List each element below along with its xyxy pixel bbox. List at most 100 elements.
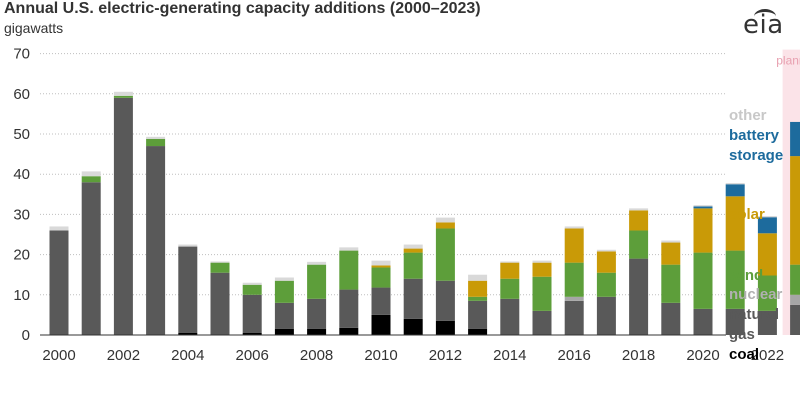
bar-segment-natural-gas-2002 xyxy=(113,97,133,335)
x-tick-label: 2000 xyxy=(42,347,75,364)
bar-segment-wind-2002 xyxy=(113,95,133,98)
bar-segment-other-2005 xyxy=(210,261,230,263)
bar-segment-natural-gas-2016 xyxy=(564,300,584,335)
y-tick-label: 0 xyxy=(22,327,30,344)
bar-segment-wind-2011 xyxy=(403,252,423,279)
bar-segment-natural-gas-2009 xyxy=(339,289,359,328)
bar-segment-natural-gas-2008 xyxy=(307,298,327,329)
x-tick-label: 2022 xyxy=(751,347,784,364)
bar-segment-coal-2004 xyxy=(178,332,198,335)
bar-segment-natural-gas-2017 xyxy=(596,296,616,335)
bar-segment-solar-2014 xyxy=(500,262,520,279)
bar-segment-other-2009 xyxy=(339,247,359,251)
bar-segment-natural-gas-2010 xyxy=(371,287,391,315)
bar-segment-other-2003 xyxy=(146,136,166,139)
bar-segment-coal-2008 xyxy=(307,328,327,335)
legend-label-other: other xyxy=(729,107,767,124)
bar-segment-other-2008 xyxy=(307,261,327,265)
legend-label-natural-gas: gas xyxy=(729,326,755,343)
x-tick-label: 2010 xyxy=(364,347,397,364)
chart-title: Annual U.S. electric-generating capacity… xyxy=(4,0,481,17)
bar-segment-other-2001 xyxy=(81,171,101,177)
bar-segment-wind-2018 xyxy=(629,230,649,259)
bars xyxy=(40,91,800,336)
bar-segment-other-2020 xyxy=(693,205,713,207)
bar-segment-natural-gas-2007 xyxy=(274,302,294,329)
bar-segment-wind-2020 xyxy=(693,252,713,309)
bar-segment-other-2012 xyxy=(435,217,455,223)
bar-segment-natural-gas-2022 xyxy=(757,310,777,335)
bar-segment-solar-2019 xyxy=(661,242,681,265)
x-tick-label: 2002 xyxy=(107,347,140,364)
bar-segment-solar-2017 xyxy=(596,251,616,273)
bar-segment-wind-2003 xyxy=(146,138,166,147)
bar-segment-wind-2010 xyxy=(371,267,391,288)
bar-segment-coal-2010 xyxy=(371,314,391,335)
bar-segment-other-2006 xyxy=(242,282,262,285)
x-tick-label: 2004 xyxy=(171,347,204,364)
bar-segment-natural-gas-2020 xyxy=(693,308,713,335)
bar-segment-wind-2022 xyxy=(757,275,777,311)
bar-segment-natural-gas-2023 xyxy=(790,304,800,335)
x-tick-label: 2012 xyxy=(429,347,462,364)
bar-segment-natural-gas-2019 xyxy=(661,302,681,335)
y-tick-label: 10 xyxy=(13,287,30,304)
bar-segment-natural-gas-2013 xyxy=(468,300,488,329)
bar-segment-solar-2022 xyxy=(757,233,777,276)
x-tick-label: 2006 xyxy=(236,347,269,364)
bar-segment-coal-2012 xyxy=(435,320,455,335)
bar-segment-solar-2018 xyxy=(629,210,649,231)
bar-segment-other-2015 xyxy=(532,260,552,263)
bar-segment-coal-2011 xyxy=(403,318,423,335)
bar-segment-wind-2021 xyxy=(725,250,745,309)
bar-segment-natural-gas-2018 xyxy=(629,258,649,335)
legend-label-battery-storage: battery xyxy=(729,127,780,144)
bar-segment-wind-2019 xyxy=(661,264,681,303)
bar-segment-battery-storage-2023 xyxy=(790,121,800,157)
bar-segment-coal-2013 xyxy=(468,328,488,335)
bar-segment-solar-2016 xyxy=(564,228,584,263)
bar-segment-wind-2008 xyxy=(307,264,327,299)
bar-segment-wind-2009 xyxy=(339,250,359,290)
bar-segment-coal-2006 xyxy=(242,332,262,335)
bar-segment-wind-2012 xyxy=(435,228,455,281)
bar-segment-nuclear-2023 xyxy=(790,294,800,305)
bar-segment-coal-2007 xyxy=(274,328,294,335)
planned-label: planned xyxy=(776,54,800,68)
bar-segment-other-2013 xyxy=(468,274,488,281)
x-tick-label: 2020 xyxy=(686,347,719,364)
bar-segment-wind-2005 xyxy=(210,262,230,273)
bar-segment-natural-gas-2001 xyxy=(81,182,101,335)
bar-segment-other-2016 xyxy=(564,226,584,229)
eia-logo-arc xyxy=(754,9,776,24)
bar-segment-other-2011 xyxy=(403,244,423,249)
x-tick-labels: 2000 2002 2004 2006 2008 2010 2012 2014 2016 2018… xyxy=(42,347,784,364)
bar-segment-solar-2015 xyxy=(532,262,552,277)
bar-segment-solar-2011 xyxy=(403,248,423,253)
bar-segment-natural-gas-2000 xyxy=(49,230,69,335)
y-axis-unit-label: gigawatts xyxy=(4,20,64,36)
bar-segment-solar-2013 xyxy=(468,280,488,297)
x-tick-label: 2016 xyxy=(558,347,591,364)
bar-segment-natural-gas-2011 xyxy=(403,278,423,319)
bar-segment-other-2017 xyxy=(596,249,616,252)
bar-segment-wind-2001 xyxy=(81,176,101,183)
y-tick-label: 20 xyxy=(13,247,30,264)
bar-segment-natural-gas-2014 xyxy=(500,298,520,335)
bar-segment-wind-2013 xyxy=(468,296,488,301)
bar-segment-natural-gas-2015 xyxy=(532,310,552,335)
bar-segment-other-2021 xyxy=(725,183,745,185)
bar-segment-natural-gas-2003 xyxy=(146,146,166,335)
bar-segment-wind-2014 xyxy=(500,278,520,299)
bar-segment-nuclear-2016 xyxy=(564,296,584,301)
bar-segment-solar-2010 xyxy=(371,265,391,268)
bar-segment-solar-2012 xyxy=(435,222,455,229)
x-tick-label: 2008 xyxy=(300,347,333,364)
bar-segment-natural-gas-2006 xyxy=(242,294,262,333)
bar-segment-other-2018 xyxy=(629,208,649,211)
bar-segment-natural-gas-2012 xyxy=(435,280,455,321)
bar-segment-wind-2017 xyxy=(596,272,616,297)
bar-segment-other-2019 xyxy=(661,240,681,243)
bar-segment-coal-2009 xyxy=(339,327,359,335)
